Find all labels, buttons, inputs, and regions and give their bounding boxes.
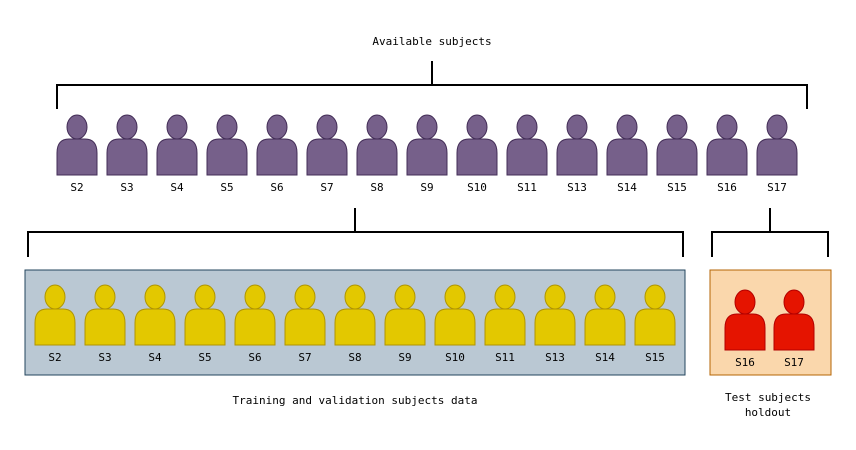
- person-icon-s8: [334, 284, 376, 346]
- training-subject-label: S7: [298, 351, 311, 364]
- available-subjects-row: S2 S3 S4 S5 S6 S7 S8 S9 S10 S11 S13 S14 S15 S16 S17: [56, 114, 798, 194]
- person-icon-s5: [206, 114, 248, 176]
- person-icon-s7: [306, 114, 348, 176]
- person-icon-s17: [756, 114, 798, 176]
- available-bracket: [56, 61, 808, 109]
- person-icon-s15: [656, 114, 698, 176]
- person-icon-s8: [356, 114, 398, 176]
- available-subject-label: S16: [717, 181, 737, 194]
- training-subject-label: S15: [645, 351, 665, 364]
- person-icon-s14: [606, 114, 648, 176]
- training-subject-label: S13: [545, 351, 565, 364]
- person-icon-s2: [34, 284, 76, 346]
- person-icon-s11: [506, 114, 548, 176]
- test-subject-label: S17: [784, 356, 804, 369]
- available-subject-label: S8: [370, 181, 383, 194]
- training-subject-label: S14: [595, 351, 615, 364]
- person-icon-s3: [106, 114, 148, 176]
- available-subject-label: S6: [270, 181, 283, 194]
- training-subject-label: S3: [98, 351, 111, 364]
- test-subject-label: S16: [735, 356, 755, 369]
- person-icon-s2: [56, 114, 98, 176]
- person-icon-s3: [84, 284, 126, 346]
- available-subjects-title: Available subjects: [372, 35, 491, 48]
- person-icon-s9: [384, 284, 426, 346]
- person-icon-s5: [184, 284, 226, 346]
- person-icon-s10: [434, 284, 476, 346]
- person-icon-s13: [534, 284, 576, 346]
- training-subject-label: S5: [198, 351, 211, 364]
- available-subject-label: S10: [467, 181, 487, 194]
- training-subject-label: S9: [398, 351, 411, 364]
- person-icon-s15: [634, 284, 676, 346]
- training-subject-label: S10: [445, 351, 465, 364]
- person-icon-s16: [706, 114, 748, 176]
- available-subject-label: S4: [170, 181, 184, 194]
- training-subject-label: S8: [348, 351, 361, 364]
- available-subject-label: S7: [320, 181, 333, 194]
- available-subject-label: S9: [420, 181, 433, 194]
- test-caption-line2: holdout: [745, 406, 791, 419]
- person-icon-s17: [773, 289, 815, 351]
- training-subject-label: S6: [248, 351, 261, 364]
- available-subject-label: S14: [617, 181, 637, 194]
- person-icon-s11: [484, 284, 526, 346]
- available-subject-label: S11: [517, 181, 537, 194]
- test-caption-line1: Test subjects: [725, 391, 811, 404]
- training-subject-label: S11: [495, 351, 515, 364]
- training-bracket: [27, 208, 684, 257]
- person-icon-s13: [556, 114, 598, 176]
- available-subject-label: S17: [767, 181, 787, 194]
- person-icon-s7: [284, 284, 326, 346]
- available-subject-label: S15: [667, 181, 687, 194]
- person-icon-s4: [156, 114, 198, 176]
- test-subjects-row: S16 S17: [724, 289, 815, 369]
- person-icon-s9: [406, 114, 448, 176]
- available-subject-label: S5: [220, 181, 233, 194]
- training-caption: Training and validation subjects data: [232, 394, 477, 407]
- person-icon-s6: [256, 114, 298, 176]
- person-icon-s16: [724, 289, 766, 351]
- test-bracket: [711, 208, 829, 257]
- available-subject-label: S2: [70, 181, 83, 194]
- available-subject-label: S3: [120, 181, 133, 194]
- person-icon-s6: [234, 284, 276, 346]
- training-subject-label: S4: [148, 351, 162, 364]
- person-icon-s14: [584, 284, 626, 346]
- person-icon-s4: [134, 284, 176, 346]
- training-subjects-row: S2 S3 S4 S5 S6 S7 S8 S9 S10 S11 S13 S14 S15: [34, 284, 676, 364]
- training-subject-label: S2: [48, 351, 61, 364]
- available-subject-label: S13: [567, 181, 587, 194]
- person-icon-s10: [456, 114, 498, 176]
